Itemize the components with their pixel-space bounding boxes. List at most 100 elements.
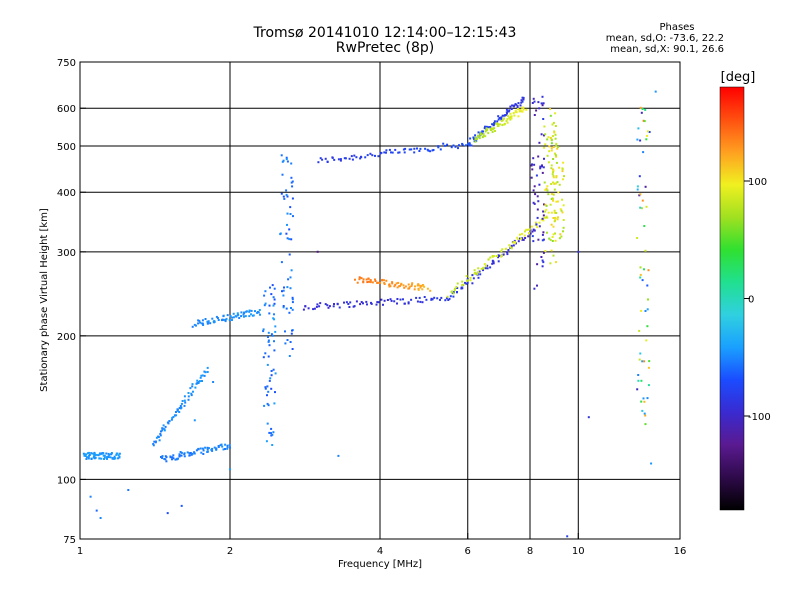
data-point (551, 240, 554, 242)
data-point (516, 236, 519, 239)
data-point (642, 397, 645, 400)
data-point (442, 142, 445, 145)
y-axis-ticks: 75 100 200 300 400 500 600 750 (57, 58, 86, 546)
data-point (500, 254, 503, 257)
data-point (550, 211, 553, 214)
data-point (385, 151, 387, 154)
data-point (462, 283, 465, 286)
data-point (552, 158, 555, 160)
data-point (183, 399, 186, 402)
data-point (539, 167, 542, 170)
data-point (374, 278, 376, 281)
data-point (514, 241, 517, 244)
data-point (542, 219, 545, 222)
data-point (285, 156, 288, 159)
data-point (279, 233, 282, 236)
data-point (99, 517, 102, 519)
data-point (366, 281, 369, 284)
data-point (554, 125, 557, 127)
data-point (577, 250, 580, 253)
data-point (225, 317, 228, 320)
data-point (552, 217, 555, 219)
data-point (391, 282, 394, 285)
data-point (161, 455, 164, 458)
data-point (286, 286, 289, 289)
data-point (515, 103, 518, 106)
data-point (522, 106, 525, 109)
data-point (177, 457, 179, 460)
data-point (271, 444, 274, 446)
data-point (202, 449, 205, 452)
data-point (541, 95, 544, 98)
data-point (535, 174, 538, 177)
data-point (229, 315, 232, 318)
data-point (201, 322, 204, 325)
data-point (506, 253, 509, 256)
data-point (643, 412, 646, 415)
data-point (548, 150, 551, 153)
data-point (234, 315, 237, 318)
data-point (520, 99, 523, 102)
data-point (163, 429, 166, 432)
data-point (190, 394, 193, 397)
data-point (644, 185, 647, 188)
data-point (506, 251, 509, 254)
data-point (85, 456, 88, 459)
colorbar-tick-label: -100 (748, 412, 771, 423)
data-point (493, 127, 496, 130)
data-point (640, 400, 643, 403)
data-point (641, 360, 644, 363)
data-point (170, 418, 173, 421)
data-point (263, 404, 266, 407)
data-point (272, 317, 275, 320)
data-point (313, 307, 316, 310)
data-point (521, 106, 524, 109)
data-point (518, 233, 521, 236)
data-point (531, 168, 534, 171)
data-point (542, 214, 545, 217)
data-point (183, 455, 186, 458)
data-point (106, 456, 109, 459)
data-point (316, 303, 319, 306)
colorbar-label: [deg] (720, 70, 756, 85)
data-point (196, 382, 199, 384)
data-point (359, 303, 362, 306)
data-point (461, 284, 464, 287)
data-point (522, 108, 525, 111)
data-point (390, 151, 392, 154)
title-line-1: Tromsø 20141010 12:14:00–12:15:43 (253, 25, 517, 41)
data-point (469, 137, 472, 140)
data-point (171, 458, 173, 461)
data-point (456, 287, 459, 289)
data-point (374, 154, 376, 157)
data-point (285, 193, 288, 196)
data-point (538, 221, 541, 224)
data-point (566, 535, 569, 538)
data-point (266, 422, 269, 425)
data-point (161, 457, 164, 459)
data-point (452, 295, 455, 298)
data-point (285, 232, 288, 235)
data-point (469, 279, 472, 282)
data-point (113, 455, 116, 458)
x-tick-label: 4 (377, 546, 383, 557)
data-point (289, 213, 292, 215)
data-point (654, 90, 657, 93)
data-point (636, 237, 639, 239)
data-point (203, 374, 206, 377)
data-point (222, 448, 225, 451)
x-tick-label: 6 (465, 546, 471, 557)
data-point (273, 340, 275, 343)
data-point (397, 281, 400, 284)
data-point (115, 452, 118, 455)
data-point (158, 439, 161, 442)
data-point (643, 225, 646, 227)
data-point (349, 301, 352, 304)
data-point (552, 169, 555, 172)
data-point (544, 188, 547, 191)
data-point (206, 446, 209, 449)
data-point (215, 448, 218, 450)
data-point (538, 183, 541, 186)
y-tick-label: 200 (57, 332, 76, 343)
data-point (159, 434, 162, 437)
